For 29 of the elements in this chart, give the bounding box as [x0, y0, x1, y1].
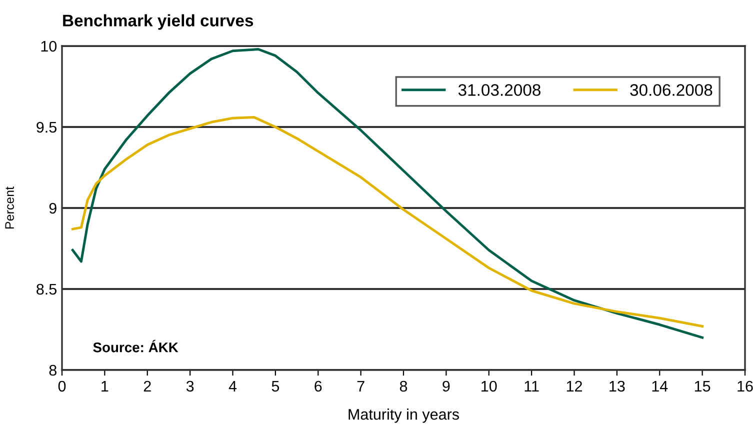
- y-axis-title: Percent: [5, 186, 14, 229]
- annotation: Source: ÁKK: [93, 340, 178, 352]
- x-tick-label: 9: [442, 380, 450, 392]
- legend-label: 30.06.2008: [630, 84, 712, 96]
- x-tick-label: 0: [58, 380, 66, 392]
- x-axis-title: Maturity in years: [348, 408, 459, 423]
- chart-title: Benchmark yield curves: [63, 14, 254, 30]
- legend-label: 31.03.2008: [458, 84, 540, 96]
- x-tick-label: 5: [272, 380, 280, 392]
- x-tick-label: 13: [610, 380, 625, 392]
- x-tick-label: 15: [694, 380, 710, 392]
- x-tick-label: 3: [186, 380, 194, 392]
- y-tick-label: 9: [49, 202, 56, 214]
- y-tick-label: 10: [41, 40, 57, 52]
- x-tick-label: 8: [400, 380, 408, 392]
- x-tick-label: 12: [566, 380, 582, 392]
- x-tick-label: 14: [652, 380, 668, 392]
- x-tick-label: 6: [314, 380, 322, 392]
- x-tick-label: 1: [102, 380, 108, 392]
- y-tick-label: 9.5: [36, 122, 56, 133]
- x-tick-label: 7: [357, 380, 364, 392]
- line-series: [71, 116, 704, 328]
- x-tick-label: 2: [144, 380, 151, 392]
- x-tick-label: 16: [738, 380, 753, 392]
- y-tick-label: 8.5: [36, 284, 56, 295]
- x-tick-label: 11: [524, 380, 539, 392]
- x-tick-label: 4: [228, 380, 237, 392]
- x-tick-label: 10: [482, 380, 497, 392]
- y-tick-label: 8: [49, 364, 56, 376]
